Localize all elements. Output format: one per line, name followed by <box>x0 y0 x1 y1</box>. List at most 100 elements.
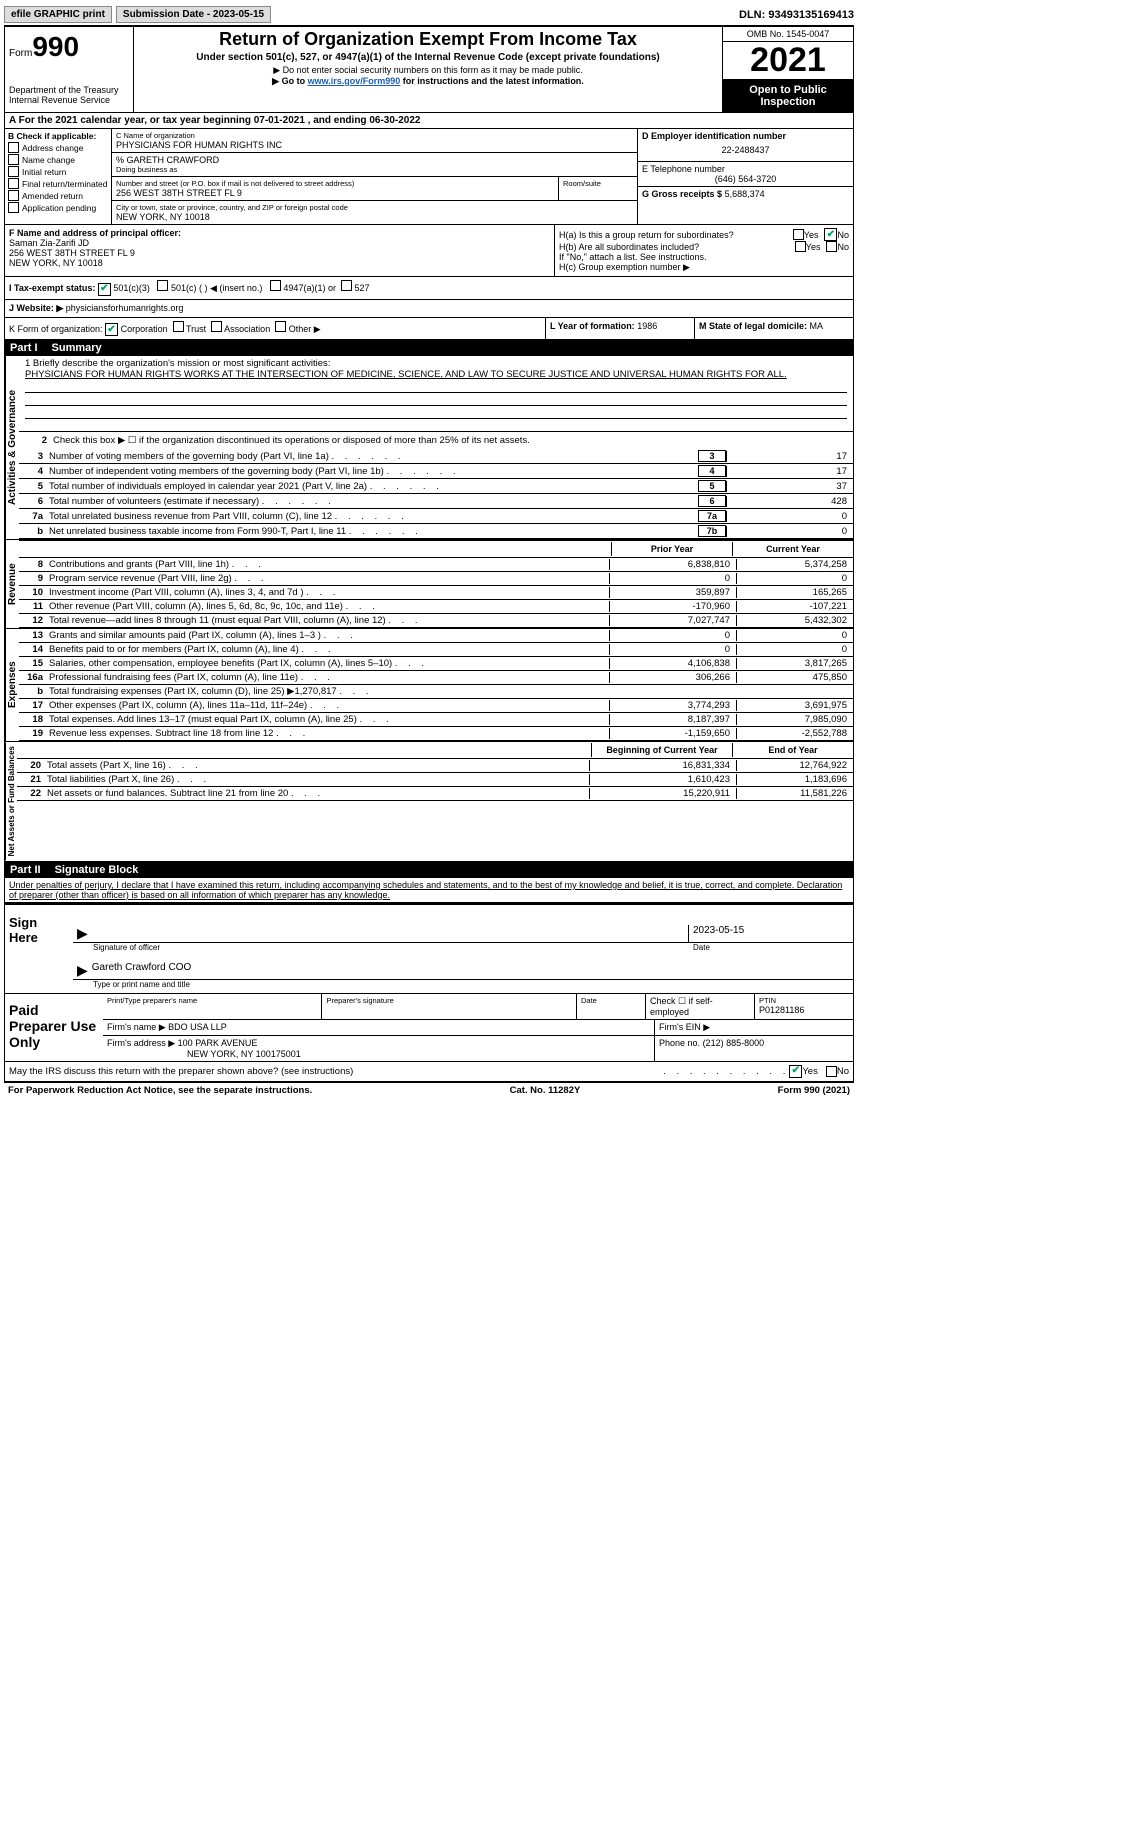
footer-right: Form 990 (2021) <box>778 1085 850 1096</box>
domicile: MA <box>810 321 824 331</box>
irs-link[interactable]: www.irs.gov/Form990 <box>308 76 401 86</box>
line-text: Number of independent voting members of … <box>49 466 696 477</box>
date-label: Date <box>693 943 853 952</box>
chk-4947[interactable] <box>270 280 281 291</box>
line-text: Investment income (Part VIII, column (A)… <box>49 587 609 598</box>
ssn-note: ▶ Do not enter social security numbers o… <box>138 65 718 76</box>
firm-addr-label: Firm's address ▶ <box>107 1038 175 1048</box>
chk-corp[interactable] <box>105 323 118 336</box>
line-text: Total number of individuals employed in … <box>49 481 696 492</box>
prep-date-label: Date <box>581 996 641 1005</box>
line-num: 15 <box>19 658 49 669</box>
firm-phone: (212) 885-8000 <box>703 1038 765 1048</box>
chk-501c3[interactable] <box>98 283 111 296</box>
prior-value: 3,774,293 <box>609 700 736 711</box>
line-value: 17 <box>726 466 853 477</box>
dln: DLN: 93493135169413 <box>739 9 854 21</box>
prior-value: -1,159,650 <box>609 728 736 739</box>
line-num: 17 <box>19 700 49 711</box>
chk-other[interactable] <box>275 321 286 332</box>
lbl-pending: Application pending <box>22 203 96 213</box>
arrow-icon: ▶ <box>73 925 92 942</box>
discuss-yes[interactable] <box>789 1065 802 1078</box>
year-formation: 1986 <box>637 321 657 331</box>
tax-year: 2021 <box>723 42 853 80</box>
lbl-address-change: Address change <box>22 143 83 153</box>
mission-label: 1 Briefly describe the organization's mi… <box>25 358 847 369</box>
gross-label: G Gross receipts $ <box>642 189 722 199</box>
prior-value: 15,220,911 <box>589 788 736 799</box>
line-num: 6 <box>19 496 49 507</box>
line-box: 5 <box>698 480 726 492</box>
ln2-num: 2 <box>23 435 53 446</box>
line-text: Salaries, other compensation, employee b… <box>49 658 609 669</box>
line-text: Total revenue—add lines 8 through 11 (mu… <box>49 615 609 626</box>
h-c-label: H(c) Group exemption number ▶ <box>559 262 849 273</box>
line-box: 4 <box>698 465 726 477</box>
section-expenses: Expenses <box>5 629 19 741</box>
box-b-title: B Check if applicable: <box>8 131 108 141</box>
col-prior-year: Prior Year <box>611 542 732 556</box>
line-value: 0 <box>726 526 853 537</box>
line-text: Other expenses (Part IX, column (A), lin… <box>49 700 609 711</box>
dba-label: Doing business as <box>116 165 633 174</box>
prior-value: 4,106,838 <box>609 658 736 669</box>
line-text: Total expenses. Add lines 13–17 (must eq… <box>49 714 609 725</box>
chk-trust[interactable] <box>173 321 184 332</box>
chk-address-change[interactable] <box>8 142 19 153</box>
chk-initial[interactable] <box>8 166 19 177</box>
phone-label: E Telephone number <box>642 164 849 174</box>
line-text: Professional fundraising fees (Part IX, … <box>49 672 609 683</box>
prior-value: -170,960 <box>609 601 736 612</box>
domicile-label: M State of legal domicile: <box>699 321 807 331</box>
line-num: b <box>19 526 49 537</box>
yes-lbl: Yes <box>804 230 819 240</box>
gross-value: 5,688,374 <box>725 189 765 199</box>
goto-prefix: ▶ Go to <box>272 76 307 86</box>
chk-527[interactable] <box>341 280 352 291</box>
line-value: 0 <box>726 511 853 522</box>
line-text: Total assets (Part X, line 16) . . . <box>47 760 589 771</box>
part2-label: Part II <box>10 864 41 876</box>
prior-value: 0 <box>609 644 736 655</box>
form-label: Form <box>9 48 32 59</box>
ptin-label: PTIN <box>759 996 849 1005</box>
line-value: 17 <box>726 451 853 462</box>
org-name-label: C Name of organization <box>116 131 633 140</box>
chk-name-change[interactable] <box>8 154 19 165</box>
part1-title: Summary <box>52 342 102 354</box>
website-label: J Website: ▶ <box>9 303 63 313</box>
dept-treasury: Department of the Treasury <box>9 85 129 95</box>
h-b-label: H(b) Are all subordinates included? <box>559 242 795 252</box>
line-text: Program service revenue (Part VIII, line… <box>49 573 609 584</box>
ein-value: 22-2488437 <box>642 141 849 159</box>
ha-no[interactable] <box>824 228 837 241</box>
prior-value: 306,266 <box>609 672 736 683</box>
line-num: 9 <box>19 573 49 584</box>
chk-pending[interactable] <box>8 202 19 213</box>
lbl-assoc: Association <box>224 324 270 334</box>
hb-no[interactable] <box>826 241 837 252</box>
officer-addr2: NEW YORK, NY 10018 <box>9 258 550 268</box>
line-text: Benefits paid to or for members (Part IX… <box>49 644 609 655</box>
ptin-value: P01281186 <box>759 1005 849 1015</box>
prior-value: 0 <box>609 573 736 584</box>
firm-ein-label: Firm's EIN ▶ <box>654 1020 853 1035</box>
year-formation-label: L Year of formation: <box>550 321 635 331</box>
ha-yes[interactable] <box>793 229 804 240</box>
discuss-no[interactable] <box>826 1066 837 1077</box>
firm-phone-label: Phone no. <box>659 1038 700 1048</box>
discuss-text: May the IRS discuss this return with the… <box>9 1066 663 1077</box>
chk-amended[interactable] <box>8 190 19 201</box>
arrow-icon-2: ▶ <box>73 962 92 979</box>
chk-assoc[interactable] <box>211 321 222 332</box>
chk-final[interactable] <box>8 178 19 189</box>
sig-officer-label: Signature of officer <box>93 943 693 952</box>
efile-button[interactable]: efile GRAPHIC print <box>4 6 112 23</box>
chk-501c[interactable] <box>157 280 168 291</box>
line-num: 20 <box>17 760 47 771</box>
lbl-amended: Amended return <box>22 191 83 201</box>
line-num: 14 <box>19 644 49 655</box>
lbl-527: 527 <box>354 283 369 293</box>
hb-yes[interactable] <box>795 241 806 252</box>
